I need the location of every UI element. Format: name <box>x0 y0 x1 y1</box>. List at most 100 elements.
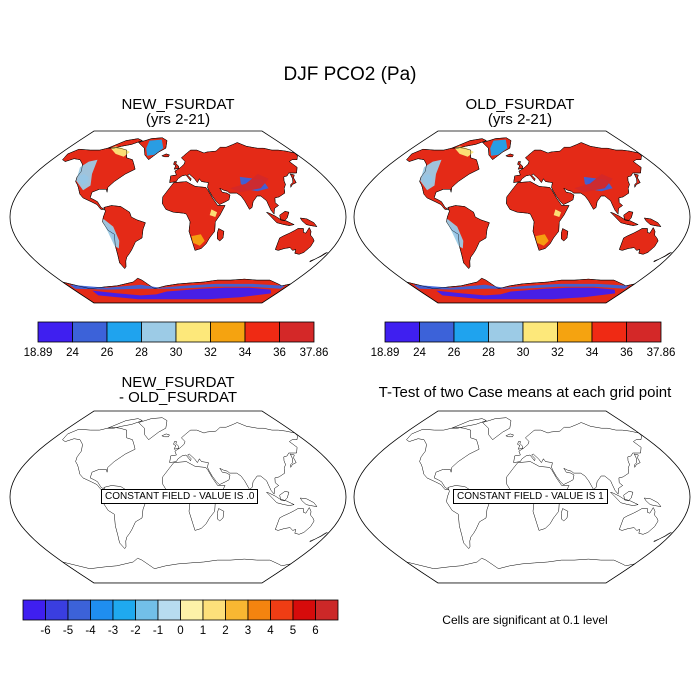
map-border <box>353 130 691 304</box>
outline-britain <box>517 161 524 170</box>
coastline-antarctica <box>62 557 291 583</box>
colorbar-swatch <box>591 321 627 343</box>
outline-borneo <box>279 211 290 222</box>
outline-antarctica <box>406 277 635 303</box>
colorbar-swatch <box>522 321 558 343</box>
map-panel-old <box>353 130 691 304</box>
constant-field-annotation-diff: CONSTANT FIELD - VALUE IS .0 <box>101 489 259 504</box>
colorbar-tick-label: -3 <box>108 625 118 637</box>
coastline-madagascar <box>561 508 569 522</box>
colorbar-swatch <box>247 599 271 621</box>
colorbar-swatch <box>157 599 181 621</box>
map-land <box>406 137 672 303</box>
panel-1-title-line2: (yrs 2-21) <box>145 111 211 128</box>
coastline-australia <box>274 506 315 535</box>
colorbar-tick-label: 36 <box>273 347 286 359</box>
field-antarctica-low <box>92 287 272 300</box>
land-australia <box>274 226 315 255</box>
outline-iceland <box>505 153 514 157</box>
coastline-indonesia <box>266 491 295 506</box>
colorbar-tick-label: 3 <box>245 625 251 637</box>
coastline-australia <box>618 506 659 535</box>
panel-1-title-line1: NEW_FSURDAT <box>121 96 235 113</box>
panel-3-title-line2: - OLD_FSURDAT <box>118 389 238 406</box>
field-greenland-interior <box>490 139 508 156</box>
colorbar-swatch <box>270 599 294 621</box>
coastline-arctic-islands <box>451 418 488 429</box>
colorbar-tick-label: 0 <box>177 625 183 637</box>
outline-australia <box>275 227 315 255</box>
map-border <box>9 410 347 584</box>
coastline-new-guinea <box>643 497 662 507</box>
colorbar-tick-label: 32 <box>204 347 217 359</box>
coastline-eurasia <box>513 422 642 495</box>
colorbar-swatch <box>453 321 489 343</box>
outline-africa <box>506 181 570 251</box>
colorbar-tick-label: 32 <box>551 347 564 359</box>
outline-japan <box>633 173 641 189</box>
colorbar-tick-label: 26 <box>101 347 114 359</box>
colorbar-swatch <box>292 599 316 621</box>
colorbar-swatch <box>225 599 249 621</box>
outline-new-guinea <box>643 217 662 227</box>
outline-madagascar <box>561 228 569 242</box>
colorbar-tick-label: -6 <box>40 625 50 637</box>
outline-japan <box>289 173 297 189</box>
outline-south-america <box>102 205 146 269</box>
outline-iceland <box>161 153 170 157</box>
coastline-arctic-islands <box>107 418 144 429</box>
colorbar-tick-label: 24 <box>66 347 79 359</box>
field-east-africa-high <box>553 209 562 217</box>
outline-south-america <box>446 205 490 269</box>
colorbar-swatch <box>141 321 177 343</box>
map-panel-difference <box>9 410 347 584</box>
colorbar-swatch <box>112 599 136 621</box>
panel-3-title: NEW_FSURDAT - OLD_FSURDAT <box>68 375 288 405</box>
colorbar-difference: -6 -5 -4 -3 -2 -1 0 1 2 3 4 5 6 <box>22 599 339 637</box>
colorbar-tick-label: -2 <box>130 625 140 637</box>
panel-2-title: OLD_FSURDAT (yrs 2-21) <box>410 97 630 127</box>
map-panel-new <box>9 130 347 304</box>
colorbar-swatch <box>244 321 280 343</box>
colorbar-tick-label: 5 <box>290 625 296 637</box>
field-antarctica-coast <box>69 283 285 290</box>
coastline-new-zealand <box>309 532 328 543</box>
colorbar-swatch <box>106 321 142 343</box>
colorbar-swatch <box>180 599 204 621</box>
colorbar-tick-label: 28 <box>482 347 495 359</box>
panel-3-title-line1: NEW_FSURDAT <box>121 374 235 391</box>
colorbar-tick-label: 18.89 <box>24 347 53 359</box>
colorbar-tick-label: -5 <box>63 625 73 637</box>
coastline-new-guinea <box>299 497 318 507</box>
coastline-madagascar <box>217 508 225 522</box>
colorbar-swatch <box>419 321 455 343</box>
colorbar-tick-label: 24 <box>413 347 426 359</box>
outline-greenland <box>482 137 512 160</box>
colorbar-tick-label: 6 <box>312 625 318 637</box>
colorbar-new: 18.89 24 26 28 30 32 34 36 37.86 <box>24 321 328 359</box>
coastline-japan <box>289 453 297 469</box>
outline-new-zealand <box>653 252 672 263</box>
map-land <box>406 417 672 583</box>
panel-4-title-line1: T-Test of two Case means at each grid po… <box>378 384 672 401</box>
coastline-iceland <box>161 433 170 438</box>
field-canada-cool <box>110 146 130 157</box>
field-africa-south <box>191 234 205 246</box>
outline-borneo <box>623 211 634 222</box>
colorbar-swatch <box>488 321 524 343</box>
colorbar-swatch <box>135 599 159 621</box>
colorbar-swatch <box>384 321 420 343</box>
outline-eurasia <box>169 142 298 215</box>
outline-britain <box>173 161 180 170</box>
figure-title: DJF PCO2 (Pa) <box>283 64 417 85</box>
field-east-africa-high <box>209 209 218 217</box>
colorbar-swatch <box>315 599 339 621</box>
field-rockies-ring <box>420 159 442 191</box>
colorbar-tick-label: -4 <box>85 625 96 637</box>
outline-indonesia <box>610 212 639 226</box>
land-arctic-islands <box>451 138 488 149</box>
colorbar-tick-label: 1 <box>200 625 206 637</box>
panel-4-title: T-Test of two Case means at each grid po… <box>350 385 700 400</box>
colorbar-swatch <box>37 321 73 343</box>
colorbar-tick-label: 2 <box>222 625 228 637</box>
